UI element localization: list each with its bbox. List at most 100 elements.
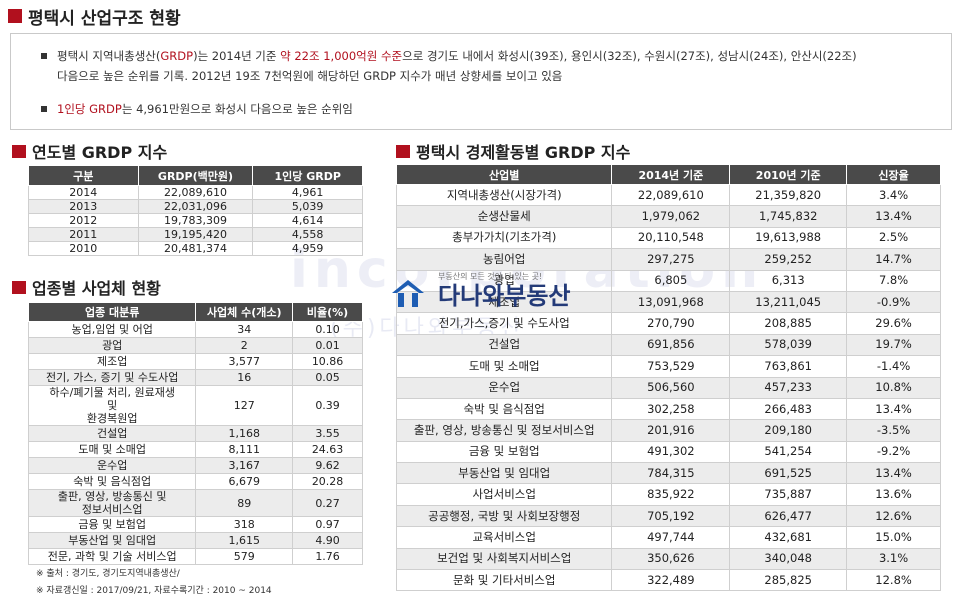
table-row: 하수/폐기물 처리, 원료재생 및 환경복원업 127 0.39 [27, 385, 363, 426]
table-cell: 운수업 [27, 457, 197, 474]
table-cell: 22,031,096 [137, 199, 254, 214]
table-cell: 도매 및 소매업 [395, 355, 613, 378]
table-row: 지역내총생산(시장가격) 22,089,610 21,359,820 3.4% [395, 183, 941, 207]
table-cell: 2011 [28, 227, 139, 242]
table-cell: 공공행정, 국방 및 사회보장행정 [395, 504, 613, 528]
table-cell: -0.9% [846, 290, 941, 314]
table-cell: 전문, 과학 및 기술 서비스업 [27, 548, 197, 565]
table-cell: 302,258 [611, 397, 731, 421]
table-cell: 10.86 [292, 353, 363, 370]
table-header-row: 업종 대분류 사업체 수(개소) 비율(%) [27, 302, 363, 322]
column-header: 산업별 [395, 164, 613, 185]
table-row: 2013 22,031,096 5,039 [28, 199, 363, 214]
table-cell: 농림어업 [395, 248, 613, 271]
table-cell: 숙박 및 음식점업 [27, 473, 197, 490]
table-cell: 13,211,045 [729, 290, 848, 314]
table-row: 금융 및 보험업 318 0.97 [27, 516, 363, 533]
table-cell: 6,805 [611, 269, 731, 292]
column-header: GRDP(백만원) [137, 165, 254, 186]
table-row: 교육서비스업 497,744 432,681 15.0% [395, 526, 941, 549]
table-cell: 29.6% [846, 312, 941, 335]
table-cell: 0.10 [292, 321, 363, 338]
column-header: 신장율 [846, 164, 941, 185]
table-cell: 10.8% [846, 376, 941, 399]
table-cell: 259,252 [729, 248, 848, 271]
table-row: 보건업 및 사회복지서비스업 350,626 340,048 3.1% [395, 547, 941, 571]
table-cell: 1,615 [195, 532, 294, 549]
table-row: 도매 및 소매업 8,111 24.63 [27, 441, 363, 458]
table-cell: 도매 및 소매업 [27, 441, 197, 458]
table-cell: 491,302 [611, 440, 731, 464]
section-bullet-icon [396, 144, 410, 158]
table-cell: 6,679 [195, 473, 294, 490]
footnote-source: ※ 출처 : 경기도, 경기도지역내총생산/ [36, 569, 180, 579]
section-bullet-icon [12, 144, 26, 158]
table-cell: 4.90 [292, 532, 363, 549]
table-cell: 20.28 [292, 473, 363, 490]
table-cell: 4,614 [252, 213, 363, 228]
table-row: 공공행정, 국방 및 사회보장행정 705,192 626,477 12.6% [395, 504, 941, 528]
table-cell: 5,039 [252, 199, 363, 214]
table-cell: 16 [195, 369, 294, 386]
title-bullet-icon [8, 9, 22, 23]
table-cell: 건설업 [27, 425, 197, 442]
table-row: 총부가가치(기초가격) 20,110,548 19,613,988 2.5% [395, 226, 941, 250]
table-cell: 부동산업 및 임대업 [27, 532, 197, 549]
table-cell: 건설업 [395, 333, 613, 357]
table-row: 2014 22,089,610 4,961 [28, 185, 363, 200]
table-cell: 21,359,820 [729, 183, 848, 207]
table-cell: 763,861 [729, 355, 848, 378]
column-header: 2010년 기준 [729, 164, 848, 185]
table-cell: 209,180 [729, 419, 848, 442]
footnote-updated: ※ 자료갱신일 : 2017/09/21, 자료수록기간 : 2010 ~ 20… [36, 586, 272, 596]
table-cell: 사업서비스업 [395, 483, 613, 506]
table-cell: 1,979,062 [611, 205, 731, 228]
table-cell: 출판, 영상, 방송통신 및 정보서비스업 [27, 489, 197, 517]
table-cell: 숙박 및 음식점업 [395, 397, 613, 421]
table-cell: 9.62 [292, 457, 363, 474]
table-cell: 497,744 [611, 526, 731, 549]
table-cell: 34 [195, 321, 294, 338]
table-row: 농업,임업 및 어업 34 0.10 [27, 321, 363, 338]
table-cell: 266,483 [729, 397, 848, 421]
table-row: 전기, 가스, 증기 및 수도사업 16 0.05 [27, 369, 363, 386]
table-cell: 15.0% [846, 526, 941, 549]
table-cell: 432,681 [729, 526, 848, 549]
table-cell: 순생산물세 [395, 205, 613, 228]
table-cell: 4,961 [252, 185, 363, 200]
table-cell: 13.4% [846, 462, 941, 485]
table-cell: 127 [195, 385, 294, 426]
table-cell: 제조업 [395, 290, 613, 314]
table-cell: 691,856 [611, 333, 731, 357]
table-cell: 691,525 [729, 462, 848, 485]
table-cell: 19,783,309 [137, 213, 254, 228]
business-table: 업종 대분류 사업체 수(개소) 비율(%) 농업,임업 및 어업 34 0.10 광업 2… [27, 302, 363, 565]
table-cell: 4,558 [252, 227, 363, 242]
table-cell: 14.7% [846, 248, 941, 271]
table-cell: 22,089,610 [611, 183, 731, 207]
table-cell: 보건업 및 사회복지서비스업 [395, 547, 613, 571]
table-cell: 784,315 [611, 462, 731, 485]
table-cell: 13.6% [846, 483, 941, 506]
table-cell: 753,529 [611, 355, 731, 378]
table-row: 도매 및 소매업 753,529 763,861 -1.4% [395, 355, 941, 378]
table-cell: 12.6% [846, 504, 941, 528]
table-cell: 1,745,832 [729, 205, 848, 228]
section-title-grdp-activity: 평택시 경제활동별 GRDP 지수 [396, 141, 630, 162]
table-row: 운수업 506,560 457,233 10.8% [395, 376, 941, 399]
table-cell: 13.4% [846, 205, 941, 228]
column-header: 1인당 GRDP [252, 165, 363, 186]
table-cell: 12.8% [846, 569, 941, 592]
table-row: 광업 6,805 6,313 7.8% [395, 269, 941, 292]
grdp-activity-table: 산업별 2014년 기준 2010년 기준 신장율 지역내총생산(시장가격) 22,08… [395, 164, 941, 592]
table-row: 농림어업 297,275 259,252 14.7% [395, 248, 941, 271]
table-cell: 7.8% [846, 269, 941, 292]
table-cell: 2013 [28, 199, 139, 214]
table-row: 숙박 및 음식점업 302,258 266,483 13.4% [395, 397, 941, 421]
table-cell: 506,560 [611, 376, 731, 399]
table-cell: 19,613,988 [729, 226, 848, 250]
table-cell: 제조업 [27, 353, 197, 370]
table-cell: 2.5% [846, 226, 941, 250]
table-row: 전기,가스,증기 및 수도사업 270,790 208,885 29.6% [395, 312, 941, 335]
column-header: 2014년 기준 [611, 164, 731, 185]
